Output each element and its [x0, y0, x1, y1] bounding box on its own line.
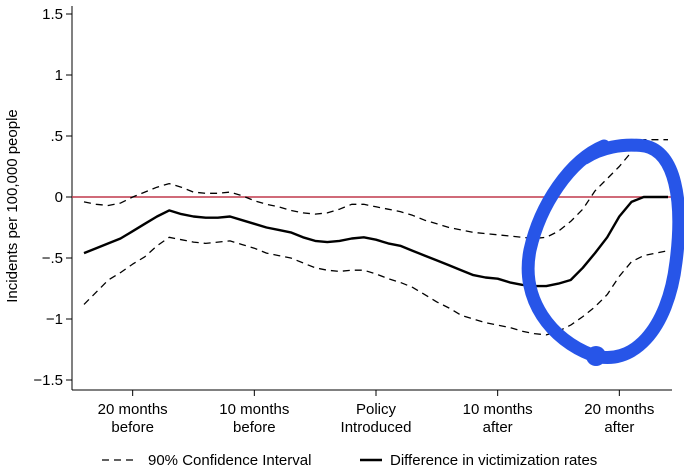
x-tick-label: after [483, 419, 513, 436]
series-line-ci-lower [83, 236, 669, 336]
y-tick-label: −1 [46, 311, 63, 328]
y-tick-label: 1 [55, 67, 63, 84]
x-tick-label: before [233, 419, 276, 436]
series-line-difference [83, 195, 668, 288]
x-tick-label: 20 months [584, 401, 654, 418]
x-tick-label: after [604, 419, 634, 436]
annotation-pen-blob [586, 346, 606, 366]
legend-label: 90% Confidence Interval [148, 452, 311, 469]
y-tick-label: 1.5 [42, 6, 63, 23]
y-tick-label: .5 [50, 128, 63, 145]
x-tick-label: Introduced [341, 419, 412, 436]
x-tick-label: before [111, 419, 154, 436]
x-tick-label: 10 months [219, 401, 289, 418]
series-line-ci-upper [83, 139, 668, 240]
hand-drawn-circle-annotation [521, 138, 684, 364]
x-tick-label: Policy [356, 401, 397, 418]
x-tick-label: 10 months [463, 401, 533, 418]
x-tick-label: 20 months [98, 401, 168, 418]
y-axis-label: Incidents per 100,000 people [4, 109, 21, 302]
y-tick-label: 0 [55, 189, 63, 206]
y-tick-label: −1.5 [33, 372, 63, 389]
legend-label: Difference in victimization rates [390, 452, 597, 469]
y-tick-label: −.5 [42, 250, 63, 267]
